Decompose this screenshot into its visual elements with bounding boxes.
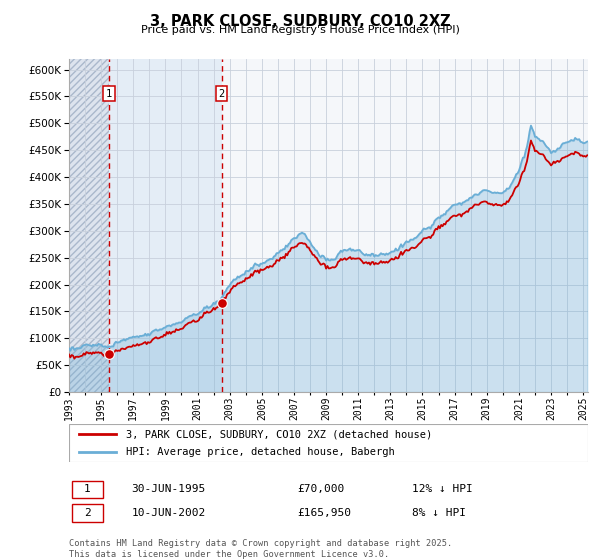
Text: 2: 2 [84,508,91,518]
Text: Price paid vs. HM Land Registry's House Price Index (HPI): Price paid vs. HM Land Registry's House … [140,25,460,35]
Text: 10-JUN-2002: 10-JUN-2002 [131,508,206,518]
Text: 3, PARK CLOSE, SUDBURY, CO10 2XZ (detached house): 3, PARK CLOSE, SUDBURY, CO10 2XZ (detach… [126,429,433,439]
Text: 8% ↓ HPI: 8% ↓ HPI [412,508,466,518]
Text: 1: 1 [84,484,91,494]
Text: HPI: Average price, detached house, Babergh: HPI: Average price, detached house, Babe… [126,447,395,457]
Text: 2: 2 [218,88,225,99]
Text: 30-JUN-1995: 30-JUN-1995 [131,484,206,494]
Bar [69,59,109,392]
Text: Contains HM Land Registry data © Crown copyright and database right 2025.
This d: Contains HM Land Registry data © Crown c… [69,539,452,559]
Text: £70,000: £70,000 [298,484,344,494]
Text: £165,950: £165,950 [298,508,352,518]
Text: 1: 1 [106,88,112,99]
Text: 3, PARK CLOSE, SUDBURY, CO10 2XZ: 3, PARK CLOSE, SUDBURY, CO10 2XZ [149,14,451,29]
Bar [109,59,221,392]
Text: 12% ↓ HPI: 12% ↓ HPI [412,484,472,494]
